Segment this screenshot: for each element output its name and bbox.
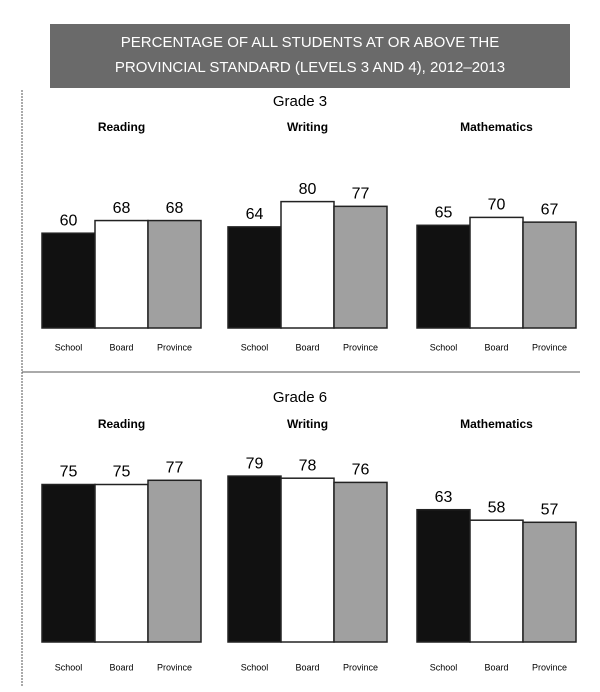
bar (227, 475, 282, 643)
bar (280, 200, 335, 329)
category-label: Board (109, 662, 133, 672)
value-label: 78 (299, 457, 317, 474)
bar (469, 216, 524, 329)
section-label: Grade 3 (273, 93, 327, 110)
value-label: 70 (488, 197, 506, 214)
value-label: 57 (541, 502, 559, 519)
bar (416, 224, 471, 329)
bar (147, 479, 202, 643)
bar (333, 205, 388, 329)
category-label: Board (295, 662, 319, 672)
bar (333, 481, 388, 643)
chart-title: Writing (287, 120, 328, 134)
value-label: 58 (488, 499, 506, 516)
category-label: Province (532, 662, 567, 672)
bar (522, 221, 577, 329)
bar (522, 521, 577, 643)
category-label: Province (157, 662, 192, 672)
bar (227, 226, 282, 329)
value-label: 68 (166, 200, 184, 217)
value-label: 76 (352, 462, 370, 479)
value-label: 64 (246, 206, 264, 223)
category-label: Board (109, 342, 133, 352)
bar (147, 219, 202, 329)
chart-title: Writing (287, 417, 328, 431)
value-label: 67 (541, 201, 559, 218)
category-label: School (241, 662, 269, 672)
chart-title: Reading (98, 417, 145, 431)
category-label: Province (532, 342, 567, 352)
value-label: 77 (352, 186, 370, 203)
category-label: School (55, 662, 83, 672)
chart-title: Mathematics (460, 120, 533, 134)
value-label: 65 (435, 205, 453, 222)
category-label: School (241, 342, 269, 352)
value-label: 60 (60, 212, 78, 229)
value-label: 80 (299, 181, 317, 198)
header-title: PROVINCIAL STANDARD (LEVELS 3 AND 4), 20… (115, 59, 505, 76)
bar (41, 232, 96, 329)
bar (469, 519, 524, 643)
bar (94, 483, 149, 643)
category-label: Board (484, 662, 508, 672)
category-label: School (430, 342, 458, 352)
section-label: Grade 6 (273, 389, 327, 406)
category-label: School (55, 342, 83, 352)
category-label: Province (343, 662, 378, 672)
category-label: Board (295, 342, 319, 352)
value-label: 75 (113, 464, 131, 481)
value-label: 79 (246, 455, 264, 472)
bar (280, 477, 335, 643)
value-label: 75 (60, 464, 78, 481)
category-label: Province (343, 342, 378, 352)
bar (416, 508, 471, 643)
bar (41, 483, 96, 643)
category-label: Province (157, 342, 192, 352)
header-title: PERCENTAGE OF ALL STUDENTS AT OR ABOVE T… (121, 34, 499, 51)
category-label: Board (484, 342, 508, 352)
chart-title: Mathematics (460, 417, 533, 431)
chart-title: Reading (98, 120, 145, 134)
bar (94, 219, 149, 329)
value-label: 77 (166, 460, 184, 477)
value-label: 68 (113, 200, 131, 217)
header-box (50, 24, 570, 88)
value-label: 63 (435, 489, 453, 506)
category-label: School (430, 662, 458, 672)
